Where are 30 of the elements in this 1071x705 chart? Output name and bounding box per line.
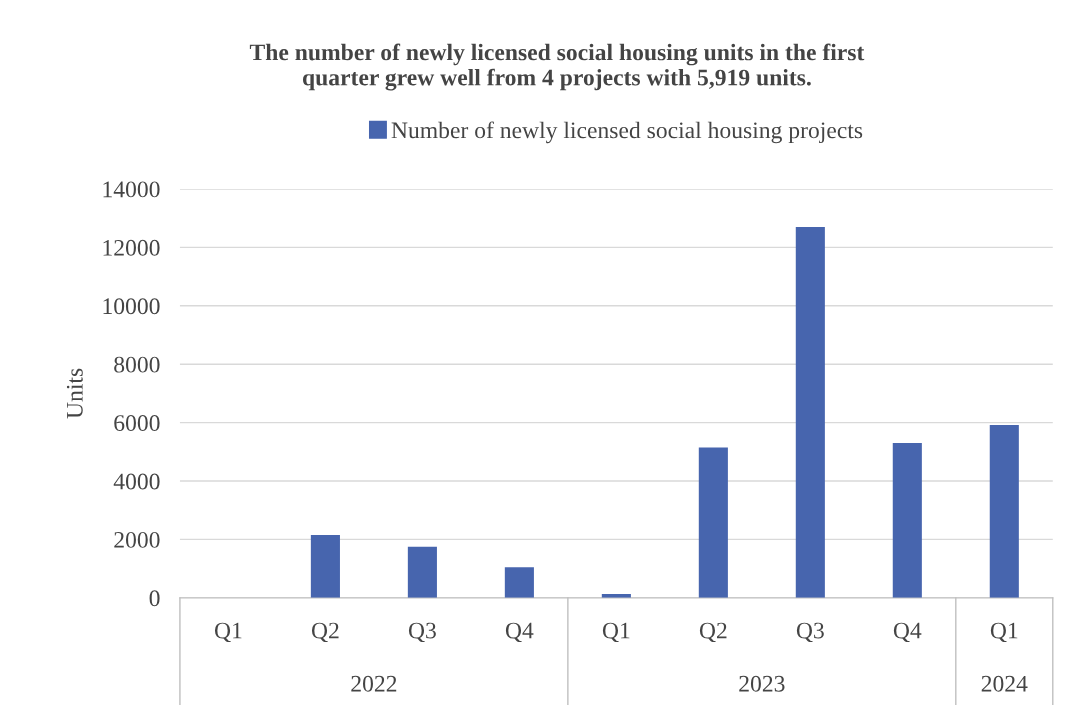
bar [310,535,340,598]
x-tick-label: Q1 [214,622,242,643]
bar [892,443,922,598]
bar [989,424,1019,598]
x-tick-label: Q2 [311,622,339,643]
y-tick-label: 8000 [114,356,160,373]
x-tick-label: Q1 [990,622,1018,643]
x-tick-label: Q4 [893,622,922,643]
x-tick-label: Q3 [796,622,824,643]
y-tick-label: 0 [149,590,160,607]
text: 2022 [351,675,397,692]
x-tick-label: Q4 [505,622,534,643]
bar [795,226,825,598]
y-tick-label: 10000 [103,298,160,315]
text: 2024 [981,675,1028,692]
y-tick-label: 6000 [114,415,160,432]
y-tick-label: 4000 [113,473,160,490]
x-tick-label: Q3 [408,622,436,643]
y-tick-label: 12000 [103,239,160,256]
x-tick-label: Q1 [602,622,630,643]
legend-label: Number of newly licensed social housing projects [391,121,863,144]
y-tick-label: 2000 [114,531,160,548]
text: 2023 [739,675,785,692]
x-tick-label: Q2 [699,622,727,643]
y-tick-label: 14000 [103,181,160,198]
bar [407,546,437,598]
y-axis-title: Units [66,368,83,419]
chart-title: The number of newly licensed social housing units in the first quarter grew well from 4 projects with 5,919 units. [249,43,865,91]
bar [504,567,534,598]
bar [698,447,728,598]
